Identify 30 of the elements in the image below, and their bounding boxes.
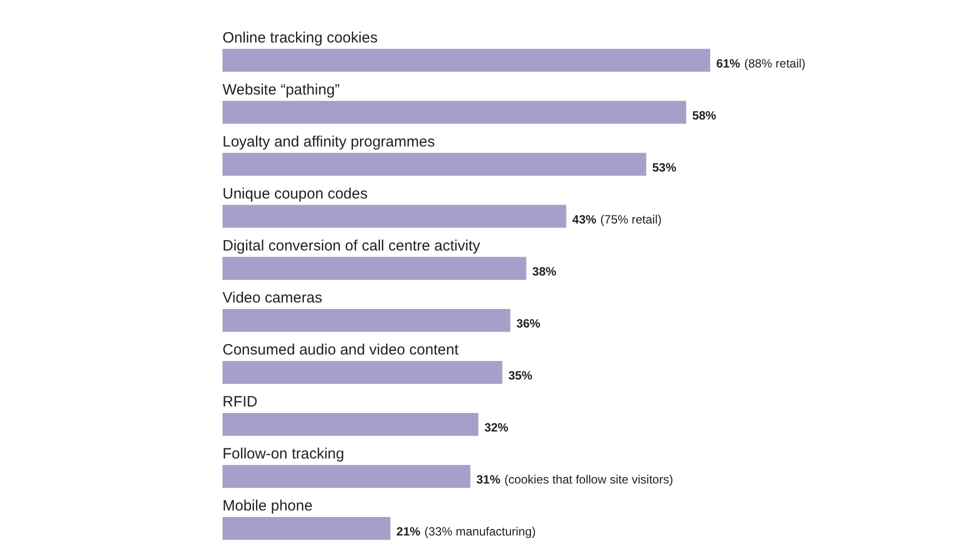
y-tick-label: Unique coupon codes <box>222 185 368 202</box>
y-tick-label: Website “pathing” <box>222 81 340 98</box>
bar <box>222 464 470 488</box>
data-label: 31% (cookies that follow site visitors) <box>476 472 674 487</box>
bar <box>222 412 478 436</box>
data-label: 35% <box>508 368 533 383</box>
bar <box>222 517 390 540</box>
data-label: 32% <box>484 420 509 435</box>
data-label: 36% <box>516 316 541 331</box>
bar <box>222 360 502 384</box>
y-tick-label: Video cameras <box>222 289 322 306</box>
data-label: 53% <box>652 160 677 174</box>
y-tick-label: RFID <box>222 393 258 410</box>
bar <box>222 204 566 228</box>
bar <box>222 152 646 176</box>
y-tick-label: Consumed audio and video content <box>222 341 460 358</box>
bar <box>222 100 686 124</box>
y-tick-label: Mobile phone <box>222 497 313 514</box>
bar <box>222 308 510 332</box>
y-tick-label: Online tracking cookies <box>222 29 378 46</box>
data-label: 43% (75% retail) <box>572 212 662 226</box>
bar <box>222 256 526 280</box>
data-label: 21% (33% manufacturing) <box>396 524 536 539</box>
data-label: 61% (88% retail) <box>716 56 806 70</box>
y-tick-label: Follow-on tracking <box>222 445 344 462</box>
bar <box>222 48 710 72</box>
data-label: 38% <box>532 264 557 278</box>
y-tick-label: Loyalty and affinity programmes <box>222 133 435 150</box>
data-label: 58% <box>692 108 717 122</box>
y-tick-label: Digital conversion of call centre activity <box>222 237 481 254</box>
